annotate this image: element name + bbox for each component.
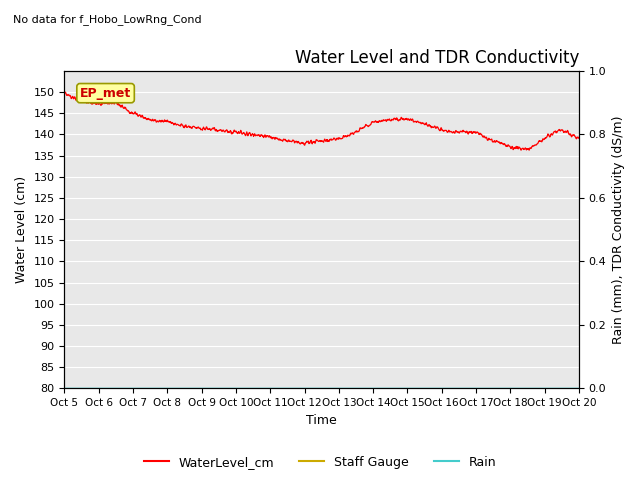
Text: Water Level and TDR Conductivity: Water Level and TDR Conductivity [294, 48, 579, 67]
X-axis label: Time: Time [307, 414, 337, 427]
Text: No data for f_Hobo_LowRng_Cond: No data for f_Hobo_LowRng_Cond [13, 14, 202, 25]
Legend: WaterLevel_cm, Staff Gauge, Rain: WaterLevel_cm, Staff Gauge, Rain [138, 451, 502, 474]
Y-axis label: Water Level (cm): Water Level (cm) [15, 176, 28, 283]
Y-axis label: Rain (mm), TDR Conductivity (dS/m): Rain (mm), TDR Conductivity (dS/m) [612, 115, 625, 344]
Text: EP_met: EP_met [80, 87, 131, 100]
